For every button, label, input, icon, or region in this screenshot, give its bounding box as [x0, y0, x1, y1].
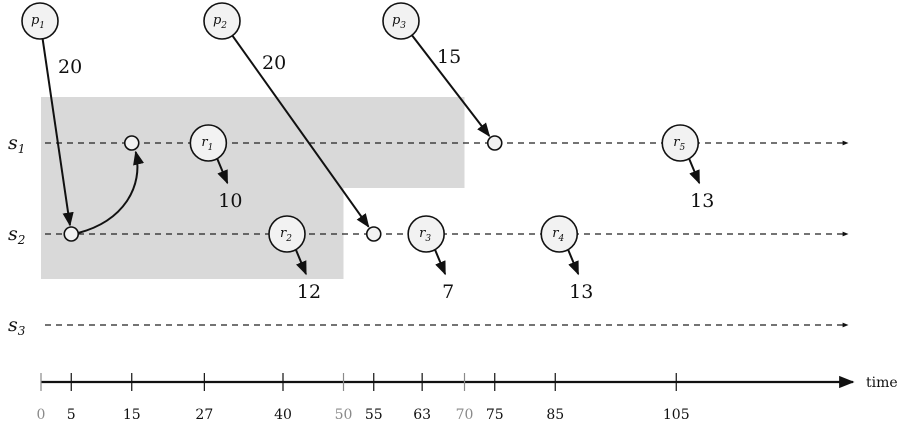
axis-tick-label-55: 55	[365, 407, 383, 423]
request-value-4: 13	[569, 281, 593, 303]
producer-label-2-letter: p	[213, 13, 222, 28]
transfer-arrow	[77, 150, 145, 234]
request-node-3	[407, 215, 445, 253]
axis-tick-label-63: 63	[413, 407, 431, 423]
axis-tick-label-0: 0	[37, 407, 46, 423]
producer-arrow-2	[231, 35, 370, 228]
axis-tick-label-27: 27	[195, 407, 213, 423]
request-label-1-letter: r	[201, 135, 208, 150]
axis-tick-label-50: 50	[335, 407, 353, 423]
producer-label-3-letter: p	[392, 13, 401, 28]
request-arrow-3	[434, 249, 447, 276]
producer-arrow-3	[411, 34, 491, 137]
request-label-4-subscript: 4	[557, 234, 564, 244]
lane-label-3: s3	[8, 314, 26, 338]
producer-node-3	[382, 2, 420, 40]
request-label-2: r2	[280, 226, 292, 244]
event-point-p3	[486, 135, 503, 151]
request-node-4	[540, 215, 579, 253]
request-label-1: r1	[201, 135, 213, 153]
request-label-1-subscript: 1	[208, 143, 214, 153]
shaded-regions	[41, 97, 465, 279]
request-arrow-4	[567, 249, 580, 276]
producer-node-2	[203, 2, 241, 40]
time-axis: time 0 5 15 27 40 50 55 63 70 75 85 105	[37, 373, 898, 423]
request-label-4-letter: r	[552, 226, 559, 241]
request-arrow-5	[688, 158, 701, 185]
lane-label-2-letter: s	[8, 223, 18, 245]
request-label-5: r5	[673, 135, 685, 153]
axis-tick-label-85: 85	[546, 407, 564, 423]
request-value-3: 7	[442, 281, 454, 303]
request-label-3-letter: r	[419, 226, 426, 241]
producer-label-2: p2	[213, 13, 227, 31]
axis-title: time	[866, 375, 898, 391]
request-value-1: 10	[218, 190, 242, 212]
request-value-5: 13	[690, 190, 714, 212]
producer-value-2: 20	[262, 52, 286, 74]
producer-label-1: p1	[31, 13, 45, 31]
request-node-2	[268, 215, 306, 253]
producer-label-2-subscript: 2	[220, 21, 227, 31]
event-point-p2	[365, 226, 382, 242]
request-arrow-2	[295, 249, 307, 276]
axis-tick-label-75: 75	[486, 407, 504, 423]
producer-node-1	[21, 2, 59, 40]
axis-tick-label-5: 5	[67, 407, 76, 423]
lane-label-1: s1	[8, 132, 25, 156]
request-node-1	[189, 124, 228, 162]
lane-label-3-subscript: 3	[18, 324, 26, 338]
producer-label-3: p3	[392, 13, 406, 31]
axis-tick-label-40: 40	[274, 407, 292, 423]
request-label-4: r4	[552, 226, 564, 244]
event-point-transfer	[123, 135, 140, 151]
lane-label-2: s2	[8, 223, 25, 247]
request-node-5	[661, 124, 700, 162]
request-label-2-subscript: 2	[285, 234, 292, 244]
producer-value-3: 15	[437, 46, 461, 68]
producer-label-1-letter: p	[31, 13, 40, 28]
axis-tick-label-70: 70	[456, 407, 474, 423]
axis-tick-label-105: 105	[663, 407, 690, 423]
producer-label-3-subscript: 3	[400, 21, 406, 31]
event-point-p1	[63, 226, 80, 242]
axis-tick-label-15: 15	[123, 407, 141, 423]
request-label-3: r3	[419, 226, 431, 244]
lane-label-1-letter: s	[8, 132, 18, 154]
lane-label-2-subscript: 2	[17, 233, 26, 247]
request-label-5-subscript: 5	[679, 143, 685, 153]
producer-value-1: 20	[58, 56, 82, 78]
lane-label-3-letter: s	[8, 314, 18, 336]
lane-label-1-subscript: 1	[18, 142, 26, 156]
producer-label-1-subscript: 1	[39, 21, 45, 31]
request-label-2-letter: r	[280, 226, 287, 241]
request-label-5-letter: r	[673, 135, 680, 150]
request-value-2: 12	[297, 281, 321, 303]
request-label-3-subscript: 3	[425, 234, 431, 244]
producer-arrow-1	[41, 38, 74, 227]
request-arrow-1	[216, 158, 229, 185]
